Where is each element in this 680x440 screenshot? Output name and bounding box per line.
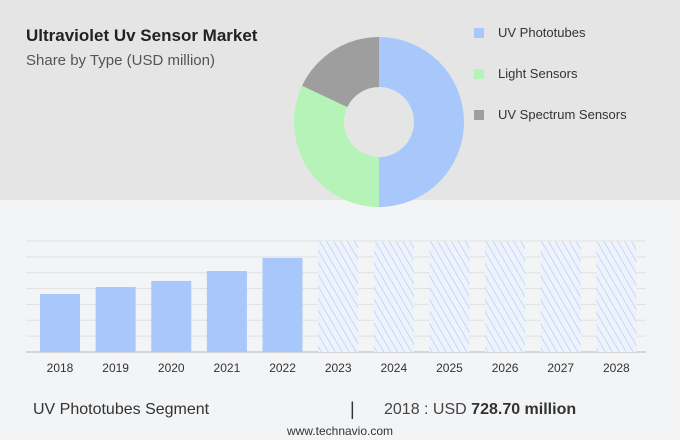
legend-swatch (474, 68, 484, 79)
x-tick-label: 2019 (102, 361, 129, 375)
x-tick-label: 2021 (214, 361, 241, 375)
legend-label: UV Phototubes (498, 25, 586, 40)
separator: | (350, 399, 355, 419)
pie-slice-1 (294, 85, 379, 207)
forecast-bar-2027 (540, 241, 581, 352)
x-tick-label: 2020 (158, 361, 185, 375)
bar-2022 (262, 257, 303, 352)
year-label: 2018 : USD (384, 401, 467, 418)
x-tick-label: 2028 (603, 361, 630, 375)
legend-item: UV Phototubes (474, 12, 627, 53)
bar-2019 (95, 287, 136, 352)
chart-title: Ultraviolet Uv Sensor Market (26, 26, 258, 45)
x-tick-label: 2018 (47, 361, 74, 375)
legend-item: UV Spectrum Sensors (474, 94, 627, 135)
legend-item: Light Sensors (474, 53, 627, 94)
x-tick-label: 2027 (547, 361, 574, 375)
chart-subtitle: Share by Type (USD million) (26, 52, 215, 69)
x-tick-label: 2023 (325, 361, 352, 375)
source-url: www.technavio.com (286, 424, 394, 438)
legend-label: Light Sensors (498, 66, 578, 81)
forecast-bar-2026 (485, 241, 526, 352)
x-tick-label: 2025 (436, 361, 463, 375)
x-tick-label: 2024 (380, 361, 407, 375)
value-amount: 728.70 million (471, 401, 577, 418)
bar-2021 (206, 271, 247, 352)
legend-swatch (474, 27, 484, 38)
x-tick-label: 2026 (492, 361, 519, 375)
bar-2018 (40, 293, 80, 352)
forecast-bar-2023 (318, 241, 359, 352)
legend-swatch (474, 109, 484, 120)
pie-slice-0 (379, 37, 464, 207)
x-tick-label: 2022 (269, 361, 296, 375)
legend: UV Phototubes Light Sensors UV Spectrum … (474, 12, 627, 135)
segment-label: UV Phototubes Segment (33, 401, 210, 418)
forecast-bar-2025 (429, 241, 470, 352)
legend-label: UV Spectrum Sensors (498, 107, 627, 122)
segment-value: 2018 : USD 728.70 million (384, 401, 576, 419)
forecast-bar-2028 (596, 241, 637, 352)
bar-2020 (151, 280, 192, 352)
pie-slice-2 (302, 37, 379, 108)
forecast-bar-2024 (373, 241, 414, 352)
